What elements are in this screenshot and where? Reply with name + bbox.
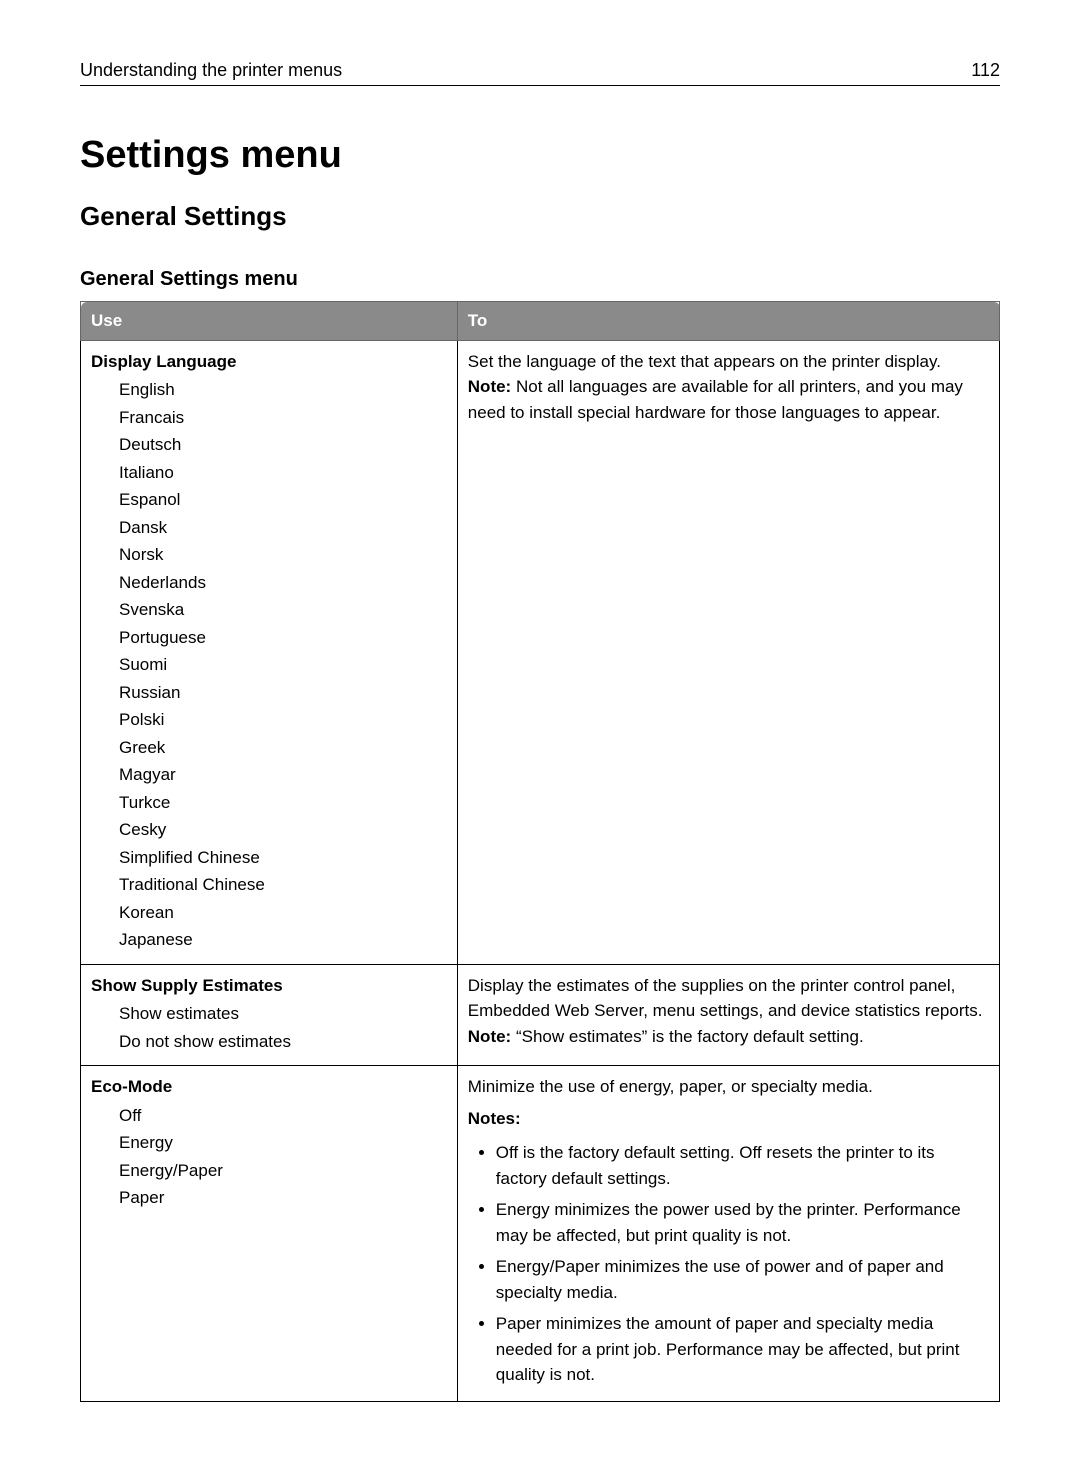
option-list: Off Energy Energy/Paper Paper <box>91 1102 447 1212</box>
note: Note: “Show estimates” is the factory de… <box>468 1024 989 1050</box>
page-number: 112 <box>971 60 1000 81</box>
list-item: Energy/Paper minimizes the use of power … <box>496 1251 989 1308</box>
th-use: Use <box>81 302 458 341</box>
list-item: Turkce <box>119 789 447 817</box>
option-list: English Francais Deutsch Italiano Espano… <box>91 376 447 954</box>
list-item: Paper <box>119 1184 447 1212</box>
cell-to: Display the estimates of the supplies on… <box>457 964 999 1066</box>
table-row: Show Supply Estimates Show estimates Do … <box>81 964 1000 1066</box>
note-lead: Note: <box>468 1027 511 1046</box>
to-description: Display the estimates of the supplies on… <box>468 973 989 1024</box>
note-text: “Show estimates” is the factory default … <box>511 1027 863 1046</box>
list-item: Italiano <box>119 459 447 487</box>
note-lead: Note: <box>468 377 511 396</box>
notes-bullets: Off is the factory default setting. Off … <box>468 1137 989 1391</box>
list-item: Norsk <box>119 541 447 569</box>
list-item: Energy minimizes the power used by the p… <box>496 1194 989 1251</box>
running-header: Understanding the printer menus 112 <box>80 60 1000 86</box>
th-to: To <box>457 302 999 341</box>
h2-general-settings: General Settings <box>80 201 1000 232</box>
use-label: Display Language <box>91 349 447 375</box>
list-item: Francais <box>119 404 447 432</box>
list-item: Nederlands <box>119 569 447 597</box>
use-label: Show Supply Estimates <box>91 973 447 999</box>
list-item: Japanese <box>119 926 447 954</box>
note-text: Not all languages are available for all … <box>468 377 963 422</box>
to-description: Set the language of the text that appear… <box>468 349 989 375</box>
cell-use: Show Supply Estimates Show estimates Do … <box>81 964 458 1066</box>
list-item: Off is the factory default setting. Off … <box>496 1137 989 1194</box>
list-item: Energy/Paper <box>119 1157 447 1185</box>
list-item: Suomi <box>119 651 447 679</box>
list-item: Cesky <box>119 816 447 844</box>
use-label: Eco-Mode <box>91 1074 447 1100</box>
list-item: Svenska <box>119 596 447 624</box>
list-item: Korean <box>119 899 447 927</box>
notes-label: Notes: <box>468 1106 989 1132</box>
list-item: Deutsch <box>119 431 447 459</box>
list-item: Do not show estimates <box>119 1028 447 1056</box>
list-item: Portuguese <box>119 624 447 652</box>
table-row: Eco-Mode Off Energy Energy/Paper Paper M… <box>81 1066 1000 1402</box>
to-description: Minimize the use of energy, paper, or sp… <box>468 1074 989 1100</box>
list-item: Magyar <box>119 761 447 789</box>
note: Note: Not all languages are available fo… <box>468 374 989 425</box>
list-item: Traditional Chinese <box>119 871 447 899</box>
general-settings-table: Use To Display Language English Francais… <box>80 301 1000 1402</box>
list-item: Simplified Chinese <box>119 844 447 872</box>
cell-to: Minimize the use of energy, paper, or sp… <box>457 1066 999 1402</box>
h3-general-settings-menu: General Settings menu <box>80 268 1000 291</box>
cell-use: Display Language English Francais Deutsc… <box>81 340 458 964</box>
section-title: Understanding the printer menus <box>80 60 342 81</box>
list-item: Energy <box>119 1129 447 1157</box>
cell-use: Eco-Mode Off Energy Energy/Paper Paper <box>81 1066 458 1402</box>
list-item: Paper minimizes the amount of paper and … <box>496 1308 989 1391</box>
h1-settings-menu: Settings menu <box>80 134 1000 177</box>
page: Understanding the printer menus 112 Sett… <box>0 0 1080 1482</box>
list-item: Greek <box>119 734 447 762</box>
list-item: Off <box>119 1102 447 1130</box>
list-item: Espanol <box>119 486 447 514</box>
list-item: Russian <box>119 679 447 707</box>
cell-to: Set the language of the text that appear… <box>457 340 999 964</box>
list-item: Dansk <box>119 514 447 542</box>
list-item: English <box>119 376 447 404</box>
table-row: Display Language English Francais Deutsc… <box>81 340 1000 964</box>
list-item: Show estimates <box>119 1000 447 1028</box>
option-list: Show estimates Do not show estimates <box>91 1000 447 1055</box>
list-item: Polski <box>119 706 447 734</box>
